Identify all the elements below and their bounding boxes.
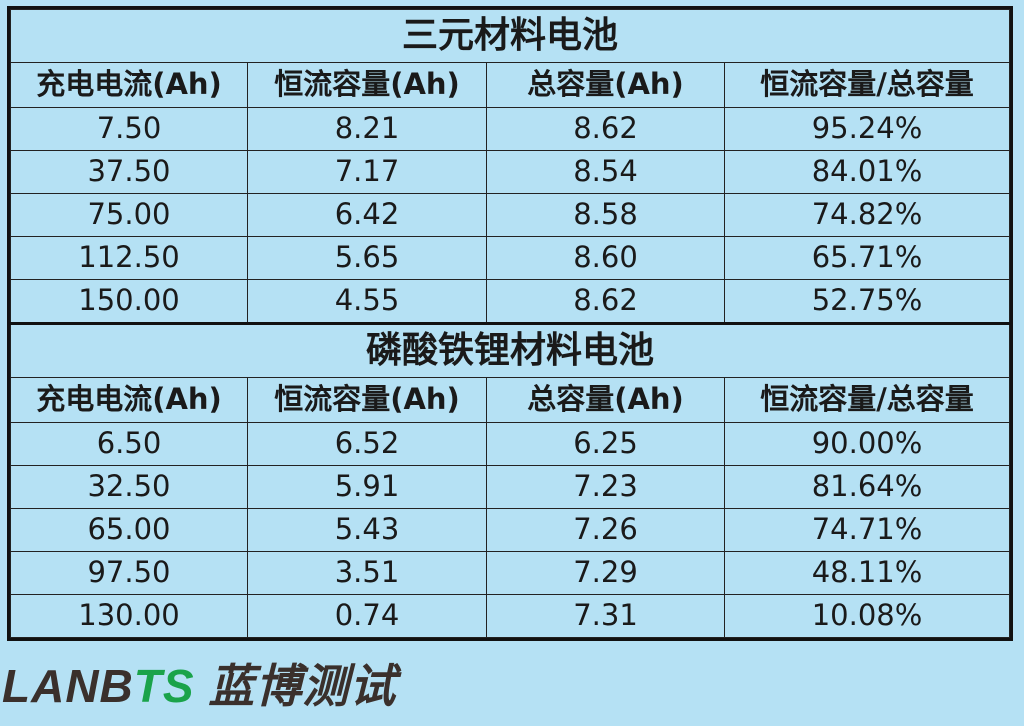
table-cell: 75.00 — [10, 193, 248, 237]
table-cell: 90.00% — [724, 422, 1010, 466]
column-header: 恒流容量/总容量 — [724, 377, 1010, 423]
table-cell: 8.60 — [486, 236, 725, 280]
table-cell: 7.29 — [486, 551, 725, 595]
table-cell: 8.62 — [486, 107, 725, 151]
table-cell: 5.65 — [247, 236, 487, 280]
table-cell: 52.75% — [724, 279, 1010, 324]
table-row: 150.00 4.55 8.62 52.75% — [10, 279, 1010, 324]
column-header: 总容量(Ah) — [486, 377, 725, 423]
table-cell: 8.21 — [247, 107, 487, 151]
table-cell: 32.50 — [10, 465, 248, 509]
section-title: 三元材料电池 — [10, 9, 1010, 63]
section-title-row: 磷酸铁锂材料电池 — [10, 322, 1010, 378]
table-cell: 6.52 — [247, 422, 487, 466]
table-cell: 6.50 — [10, 422, 248, 466]
table-cell: 8.62 — [486, 279, 725, 324]
table-cell: 5.91 — [247, 465, 487, 509]
logo-latin-a: LANB — [2, 660, 134, 712]
table-cell: 7.31 — [486, 594, 725, 638]
table-cell: 48.11% — [724, 551, 1010, 595]
table-row: 32.50 5.91 7.23 81.64% — [10, 465, 1010, 509]
table-cell: 4.55 — [247, 279, 487, 324]
table-row: 6.50 6.52 6.25 90.00% — [10, 422, 1010, 466]
table-row: 7.50 8.21 8.62 95.24% — [10, 107, 1010, 151]
table-row: 37.50 7.17 8.54 84.01% — [10, 150, 1010, 194]
table-cell: 6.25 — [486, 422, 725, 466]
battery-table-container: 三元材料电池 充电电流(Ah) 恒流容量(Ah) 总容量(Ah) 恒流容量/总容量 7.5… — [7, 6, 1013, 641]
table-cell: 81.64% — [724, 465, 1010, 509]
section-title: 磷酸铁锂材料电池 — [10, 322, 1010, 378]
table-cell: 74.82% — [724, 193, 1010, 237]
table-cell: 65.71% — [724, 236, 1010, 280]
table-cell: 97.50 — [10, 551, 248, 595]
table-cell: 95.24% — [724, 107, 1010, 151]
table-cell: 130.00 — [10, 594, 248, 638]
header-row: 充电电流(Ah) 恒流容量(Ah) 总容量(Ah) 恒流容量/总容量 — [10, 377, 1010, 423]
table-cell: 74.71% — [724, 508, 1010, 552]
column-header: 恒流容量(Ah) — [247, 377, 487, 423]
table-cell: 7.26 — [486, 508, 725, 552]
table-cell: 65.00 — [10, 508, 248, 552]
table-row: 130.00 0.74 7.31 10.08% — [10, 594, 1010, 638]
column-header: 充电电流(Ah) — [10, 62, 248, 108]
table-cell: 3.51 — [247, 551, 487, 595]
table-cell: 8.54 — [486, 150, 725, 194]
battery-table: 三元材料电池 充电电流(Ah) 恒流容量(Ah) 总容量(Ah) 恒流容量/总容量 7.5… — [10, 9, 1010, 638]
table-row: 97.50 3.51 7.29 48.11% — [10, 551, 1010, 595]
table-cell: 5.43 — [247, 508, 487, 552]
column-header: 总容量(Ah) — [486, 62, 725, 108]
table-cell: 84.01% — [724, 150, 1010, 194]
table-cell: 0.74 — [247, 594, 487, 638]
table-row: 75.00 6.42 8.58 74.82% — [10, 193, 1010, 237]
table-cell: 112.50 — [10, 236, 248, 280]
column-header: 恒流容量/总容量 — [724, 62, 1010, 108]
column-header: 恒流容量(Ah) — [247, 62, 487, 108]
table-cell: 37.50 — [10, 150, 248, 194]
table-cell: 6.42 — [247, 193, 487, 237]
table-cell: 7.50 — [10, 107, 248, 151]
table-cell: 7.17 — [247, 150, 487, 194]
section-title-row: 三元材料电池 — [10, 9, 1010, 63]
lanbts-logo-watermark: LANBTS 蓝博测试 — [2, 660, 396, 712]
table-cell: 150.00 — [10, 279, 248, 324]
logo-latin-b: TS — [133, 660, 195, 712]
column-header: 充电电流(Ah) — [10, 377, 248, 423]
table-cell: 7.23 — [486, 465, 725, 509]
header-row: 充电电流(Ah) 恒流容量(Ah) 总容量(Ah) 恒流容量/总容量 — [10, 62, 1010, 108]
table-row: 65.00 5.43 7.26 74.71% — [10, 508, 1010, 552]
logo-chinese: 蓝博测试 — [208, 660, 397, 712]
table-cell: 8.58 — [486, 193, 725, 237]
table-cell: 10.08% — [724, 594, 1010, 638]
table-row: 112.50 5.65 8.60 65.71% — [10, 236, 1010, 280]
